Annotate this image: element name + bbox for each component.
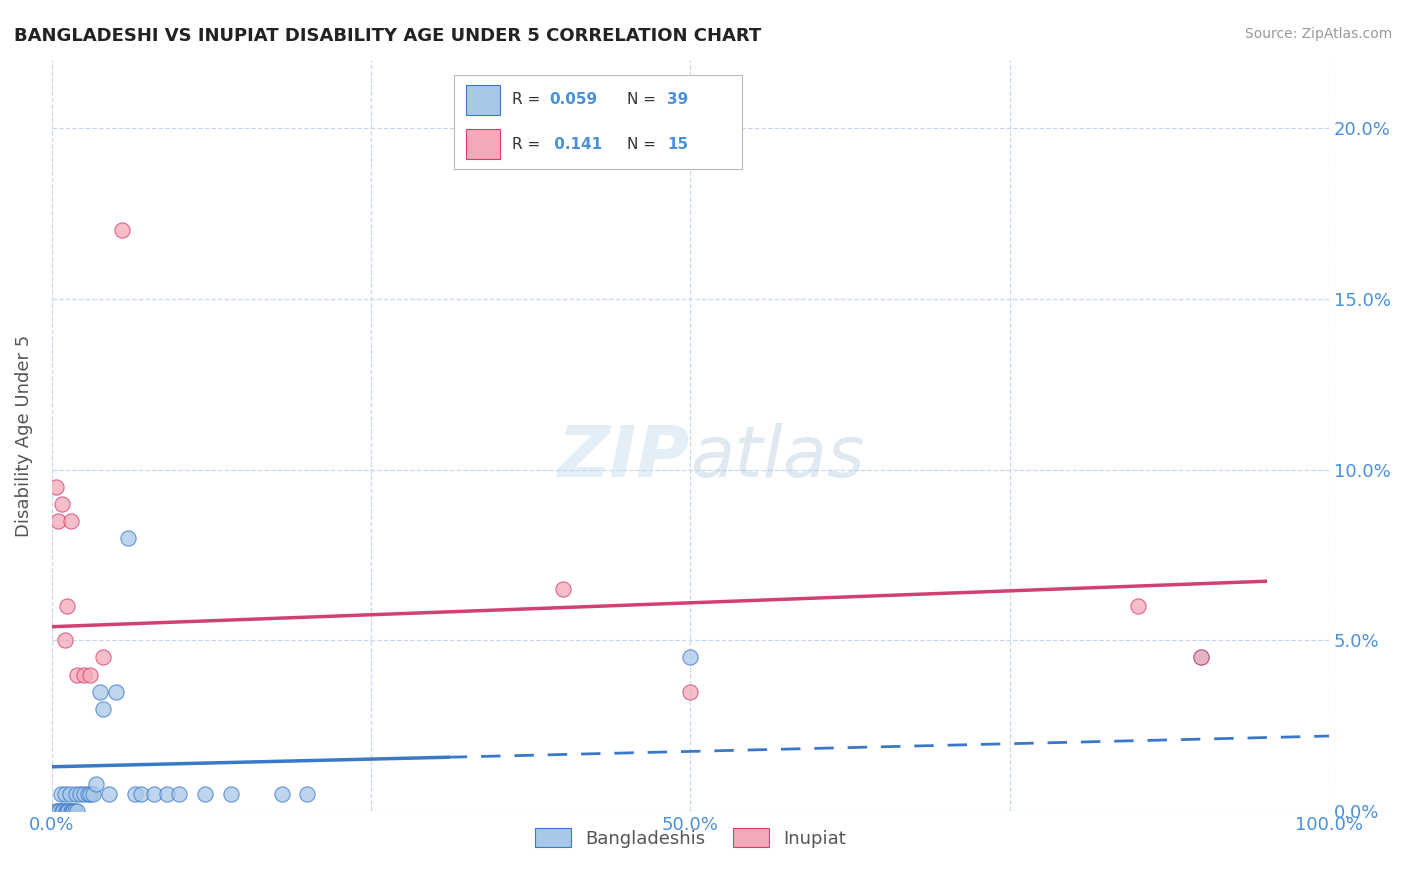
Point: [62, 804, 84, 818]
Point: [551, 582, 574, 596]
Point: [73, 787, 96, 801]
Point: [169, 787, 191, 801]
Point: [45, 480, 67, 494]
Point: [63, 804, 86, 818]
Point: [86, 777, 108, 791]
Point: [82, 787, 104, 801]
Point: [51, 497, 73, 511]
Point: [69, 787, 91, 801]
Point: [194, 787, 217, 801]
Point: [219, 787, 242, 801]
Point: [1189, 650, 1212, 665]
Point: [52, 804, 75, 818]
Point: [89, 684, 111, 698]
Point: [1189, 650, 1212, 665]
Point: [65, 787, 87, 801]
Point: [46, 514, 69, 528]
Point: [142, 787, 165, 801]
Point: [66, 804, 89, 818]
Point: [270, 787, 292, 801]
Point: [46, 804, 69, 818]
Point: [66, 667, 89, 681]
Point: [679, 684, 702, 698]
Point: [124, 787, 146, 801]
Text: ZIP: ZIP: [558, 424, 690, 492]
Point: [76, 787, 98, 801]
Point: [117, 531, 139, 545]
Y-axis label: Disability Age Under 5: Disability Age Under 5: [15, 334, 32, 536]
Point: [156, 787, 179, 801]
Legend: Bangladeshis, Inupiat: Bangladeshis, Inupiat: [527, 821, 853, 855]
Point: [56, 599, 79, 614]
Point: [111, 223, 134, 237]
Point: [91, 702, 114, 716]
Point: [1126, 599, 1149, 614]
Point: [79, 787, 101, 801]
Point: [59, 787, 82, 801]
Point: [49, 787, 72, 801]
Point: [53, 787, 76, 801]
Point: [129, 787, 152, 801]
Point: [48, 804, 70, 818]
Point: [73, 667, 96, 681]
Point: [59, 514, 82, 528]
Point: [56, 804, 79, 818]
Point: [297, 787, 319, 801]
Point: [51, 804, 73, 818]
Point: [53, 633, 76, 648]
Point: [679, 650, 702, 665]
Point: [58, 804, 80, 818]
Point: [55, 804, 77, 818]
Point: [91, 650, 114, 665]
Point: [45, 804, 67, 818]
Point: [104, 684, 127, 698]
Text: Source: ZipAtlas.com: Source: ZipAtlas.com: [1244, 27, 1392, 41]
Point: [98, 787, 121, 801]
Point: [59, 804, 82, 818]
Point: [79, 667, 101, 681]
Text: BANGLADESHI VS INUPIAT DISABILITY AGE UNDER 5 CORRELATION CHART: BANGLADESHI VS INUPIAT DISABILITY AGE UN…: [14, 27, 761, 45]
Point: [60, 804, 83, 818]
Text: atlas: atlas: [690, 424, 865, 492]
